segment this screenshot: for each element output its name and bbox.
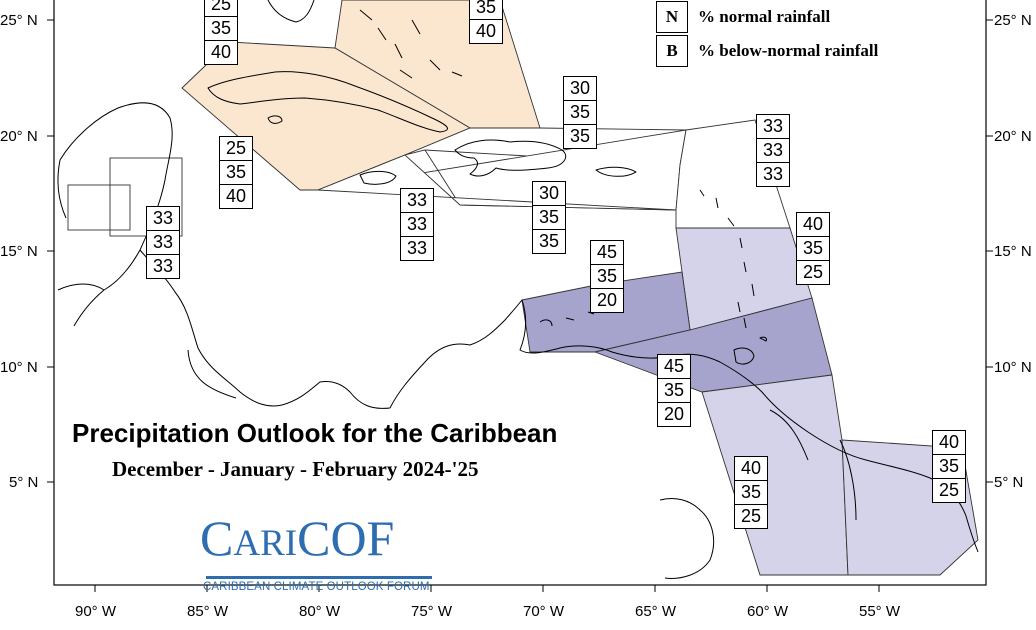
lon-label: 65° W — [635, 603, 677, 620]
page-title: Precipitation Outlook for the Caribbean — [72, 418, 558, 448]
lat-label: 20° N — [0, 128, 38, 145]
prob-cell: 35 — [533, 229, 565, 253]
prob-cell: 25 — [735, 504, 767, 528]
prob-box-trinidad: 45 35 20 — [657, 354, 691, 427]
logo-letters: ARI — [233, 523, 298, 564]
legend: N % normal rainfall B % below-normal rai… — [656, 0, 946, 68]
caricof-logo: CARICOF CARIBBEAN CLIMATE OUTLOOK FORUM — [200, 513, 436, 593]
prob-cell: 40 — [740, 458, 762, 478]
lon-label: 60° W — [747, 603, 789, 620]
prob-cell: 20 — [658, 402, 690, 426]
prob-cell: 25 — [797, 260, 829, 284]
lon-labels: 90° W 85° W 80° W 75° W 70° W 65° W 60° … — [75, 603, 901, 620]
logo-subtitle: CARIBBEAN CLIMATE OUTLOOK FORUM — [203, 581, 430, 593]
prob-cell: 40 — [220, 184, 252, 208]
prob-box-windward: 40 35 25 — [796, 212, 830, 285]
prob-box-top-left: 25 35 40 — [204, 0, 238, 65]
legend-label: % normal rainfall — [698, 7, 831, 26]
legend-key: B — [656, 35, 688, 67]
prob-box-guyana: 40 35 25 — [734, 456, 768, 529]
prob-box-leeward: 33 33 33 — [756, 114, 790, 187]
prob-cell: 20 — [591, 288, 623, 312]
lat-ticks — [47, 19, 993, 483]
lat-labels-left: 25° N 20° N 15° N 10° N 5° N — [0, 12, 38, 491]
prob-box-cuba: 25 35 40 — [219, 136, 253, 209]
prob-cell: 30 — [569, 78, 591, 98]
lon-label: 75° W — [411, 603, 453, 620]
legend-label: % below-normal rainfall — [698, 41, 879, 60]
map-frame — [53, 0, 987, 586]
prob-cell: 33 — [757, 138, 789, 162]
prob-cell: 35 — [564, 100, 596, 124]
prob-box-caribbean-sea: 30 35 35 — [532, 181, 566, 254]
legend-item-below: B % below-normal rainfall — [656, 34, 946, 68]
prob-cell: 33 — [401, 236, 433, 260]
lon-label: 85° W — [187, 603, 229, 620]
lat-label: 25° N — [0, 12, 38, 29]
prob-cell: 33 — [762, 116, 784, 136]
logo-wordmark: CARICOF — [200, 513, 436, 575]
page-subtitle: December - January - February 2024-'25 — [112, 457, 479, 481]
outlook-regions — [67, 0, 979, 576]
legend-key: N — [656, 1, 688, 33]
lat-label: 10° N — [994, 359, 1032, 376]
prob-box-bahamas: 35 40 — [469, 0, 503, 44]
prob-cell: 35 — [533, 205, 565, 229]
prob-cell: 35 — [658, 378, 690, 402]
prob-cell: 35 — [591, 264, 623, 288]
prob-cell: 25 — [210, 0, 232, 14]
prob-cell: 30 — [538, 183, 560, 203]
lat-label: 15° N — [0, 243, 38, 260]
prob-cell: 35 — [205, 16, 237, 40]
prob-cell: 40 — [938, 432, 960, 452]
prob-cell: 35 — [475, 0, 497, 17]
prob-box-suriname: 40 35 25 — [932, 430, 966, 503]
prob-cell: 33 — [406, 190, 428, 210]
lat-label: 25° N — [994, 12, 1032, 29]
lat-label: 10° N — [0, 359, 38, 376]
legend-item-normal: N % normal rainfall — [656, 0, 946, 34]
lon-ticks — [94, 585, 880, 592]
prob-cell: 25 — [933, 478, 965, 502]
lon-label: 90° W — [75, 603, 117, 620]
prob-cell: 25 — [225, 138, 247, 158]
lat-label: 20° N — [994, 128, 1032, 145]
region-belize-inner — [67, 184, 131, 231]
prob-cell: 33 — [152, 208, 174, 228]
prob-cell: 35 — [933, 454, 965, 478]
prob-cell: 40 — [802, 214, 824, 234]
prob-box-jamaica: 33 33 33 — [400, 188, 434, 261]
lon-label: 70° W — [523, 603, 565, 620]
lat-labels-right: 25° N 20° N 15° N 10° N 5° N — [994, 12, 1032, 491]
prob-box-belize: 33 33 33 — [146, 206, 180, 279]
prob-cell: 40 — [470, 19, 502, 43]
prob-cell: 35 — [735, 480, 767, 504]
prob-box-abc-islands: 45 35 20 — [590, 240, 624, 313]
region-guyana — [701, 374, 849, 576]
lon-label: 55° W — [859, 603, 901, 620]
prob-cell: 33 — [757, 162, 789, 186]
lat-label: 5° N — [994, 474, 1023, 491]
lon-label: 80° W — [299, 603, 341, 620]
prob-cell: 45 — [663, 356, 685, 376]
prob-cell: 35 — [797, 236, 829, 260]
prob-cell: 35 — [564, 124, 596, 148]
prob-cell: 33 — [147, 230, 179, 254]
logo-underline — [206, 576, 432, 579]
logo-letter: C — [200, 510, 234, 566]
lat-label: 15° N — [994, 243, 1032, 260]
prob-cell: 33 — [401, 212, 433, 236]
lat-label: 5° N — [9, 474, 38, 491]
prob-cell: 45 — [596, 242, 618, 262]
prob-box-hispaniola: 30 35 35 — [563, 76, 597, 149]
prob-cell: 35 — [220, 160, 252, 184]
prob-cell: 33 — [147, 254, 179, 278]
coastlines — [57, 0, 979, 579]
prob-cell: 40 — [205, 40, 237, 64]
logo-letters-cof: COF — [297, 510, 395, 566]
